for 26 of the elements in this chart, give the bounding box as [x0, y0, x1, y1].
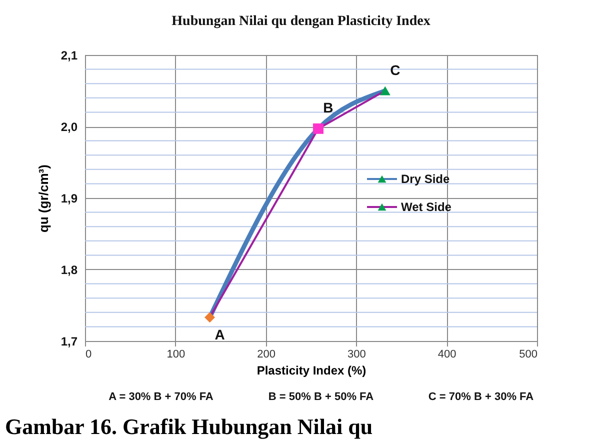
text: C = 70% B + 30% FA [428, 391, 534, 403]
legend-label: Dry Side [401, 172, 450, 186]
point [312, 123, 324, 134]
x-tick-label: 200 [257, 348, 276, 360]
point [380, 86, 390, 96]
x-tick-label: 0 [86, 348, 92, 360]
x-axis-title: Plasticity Index (%) [256, 364, 366, 378]
x-tick-label: 400 [438, 348, 456, 360]
x-tick-label: 500 [519, 348, 538, 360]
chart-title: Hubungan Nilai qu dengan Plasticity Index [172, 14, 430, 29]
text: Gambar 16. Grafik Hubungan Nilai qu [5, 414, 373, 439]
x-tick-label: 100 [166, 348, 186, 360]
text: B = 50% B + 50% FA [268, 391, 374, 403]
text: A = 30% B + 70% FA [108, 391, 214, 403]
y-tick-label: 2,0 [60, 120, 78, 134]
y-axis-title: qu (gr/cm³) [36, 164, 51, 232]
annotation: C [390, 62, 400, 78]
y-tick-label: 2,1 [60, 48, 78, 62]
legend-label: Wet Side [401, 200, 452, 214]
x-tick-label: 300 [348, 348, 366, 360]
y-tick-label: 1,8 [60, 263, 78, 277]
annotation: B [323, 100, 334, 116]
y-tick-label: 1,9 [60, 192, 78, 206]
point [204, 312, 215, 323]
annotation: A [214, 326, 225, 342]
y-tick-label: 1,7 [60, 334, 78, 348]
